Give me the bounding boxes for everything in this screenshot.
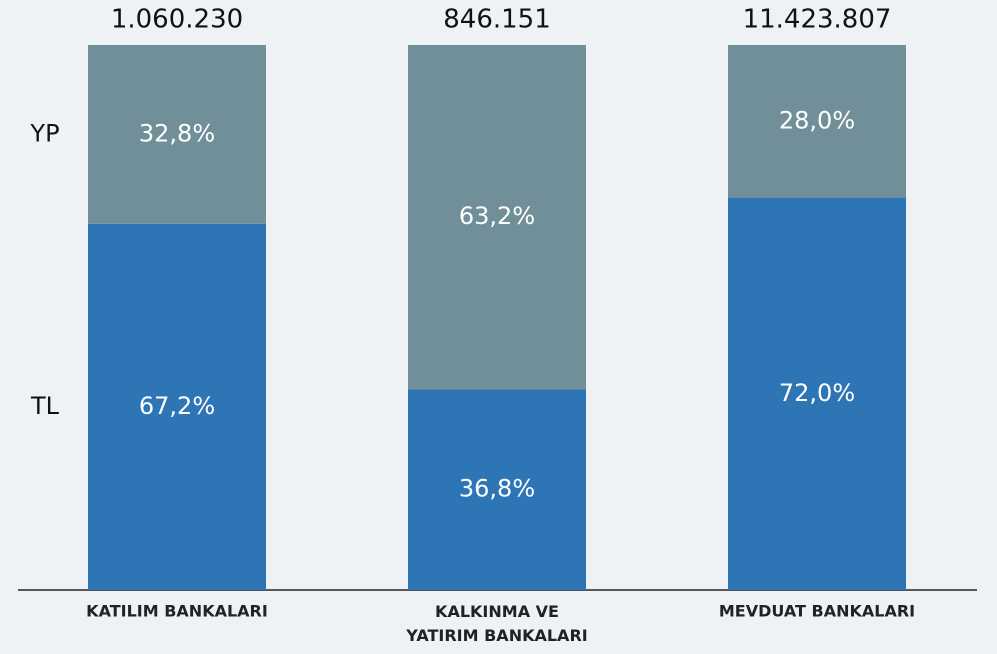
x-tick-label: KATILIM BANKALARI bbox=[86, 602, 268, 621]
x-tick-label: MEVDUAT BANKALARI bbox=[719, 602, 915, 621]
bar-segment bbox=[88, 45, 266, 224]
value-label: 36,8% bbox=[459, 475, 535, 503]
total-label: 846.151 bbox=[443, 5, 551, 35]
series-label: TL bbox=[30, 392, 60, 420]
bar-segment bbox=[408, 389, 586, 590]
bar-segment bbox=[728, 45, 906, 198]
value-label: 63,2% bbox=[459, 202, 535, 230]
value-label: 67,2% bbox=[139, 392, 215, 420]
value-label: 28,0% bbox=[779, 106, 855, 134]
value-label: 72,0% bbox=[779, 379, 855, 407]
bar-segment bbox=[408, 45, 586, 390]
series-label: YP bbox=[29, 119, 59, 147]
total-label: 11.423.807 bbox=[743, 5, 892, 35]
total-label: 1.060.230 bbox=[111, 5, 243, 35]
bar-segment bbox=[728, 197, 906, 590]
value-label: 32,8% bbox=[139, 119, 215, 147]
bar-segment bbox=[88, 223, 266, 590]
x-tick-label: KALKINMA VE YATIRIM BANKALARI bbox=[405, 602, 587, 645]
